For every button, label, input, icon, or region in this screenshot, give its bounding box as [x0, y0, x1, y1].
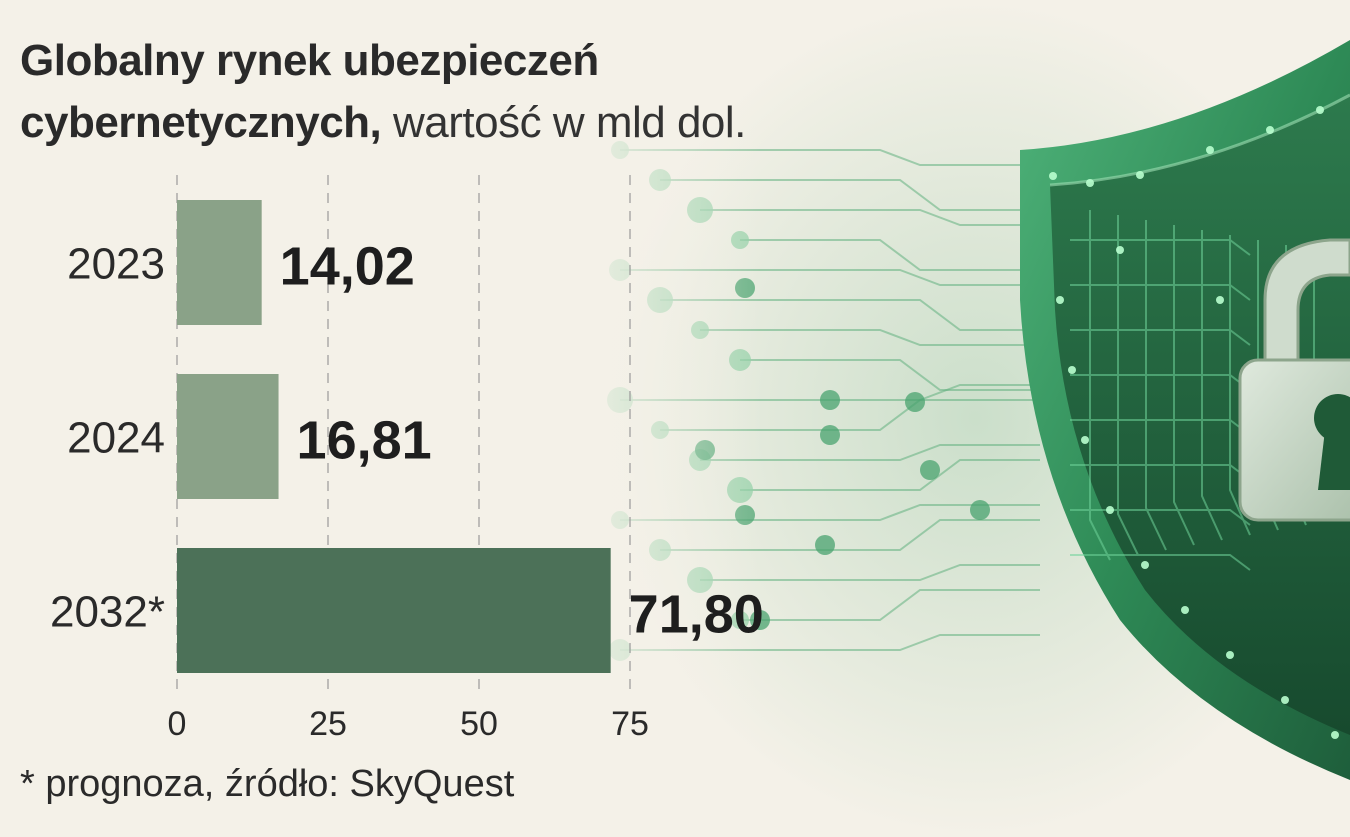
category-labels: 2023 2024 2032*: [50, 240, 165, 637]
category-label: 2023: [67, 240, 165, 289]
padlock-icon: [1238, 238, 1350, 522]
category-label: 2024: [67, 414, 165, 463]
chart-title: Globalny rynek ubezpieczeń cybernetyczny…: [20, 30, 820, 154]
title-unit: wartość w mld dol.: [393, 98, 746, 147]
bar-2024: [177, 374, 279, 499]
x-tick-label: 75: [611, 705, 649, 743]
value-label: 16,81: [297, 411, 432, 471]
footnote: * prognoza, źródło: SkyQuest: [20, 763, 515, 805]
value-label: 14,02: [280, 237, 415, 297]
cyber-illustration: [560, 0, 1350, 837]
bar-2032: [177, 548, 611, 673]
category-label: 2032*: [50, 588, 165, 637]
x-tick-label: 50: [460, 705, 498, 743]
value-label: 71,80: [629, 585, 764, 645]
x-axis-ticks: 0 25 50 75: [168, 705, 649, 743]
x-tick-label: 25: [309, 705, 347, 743]
value-labels: 14,02 16,81 71,80: [280, 237, 764, 645]
x-tick-label: 0: [168, 705, 187, 743]
title-bold-line1: Globalny rynek ubezpieczeń: [20, 36, 599, 85]
title-bold-line2: cybernetycznych,: [20, 98, 382, 147]
bar-2023: [177, 200, 262, 325]
chart-bars: [177, 200, 611, 673]
